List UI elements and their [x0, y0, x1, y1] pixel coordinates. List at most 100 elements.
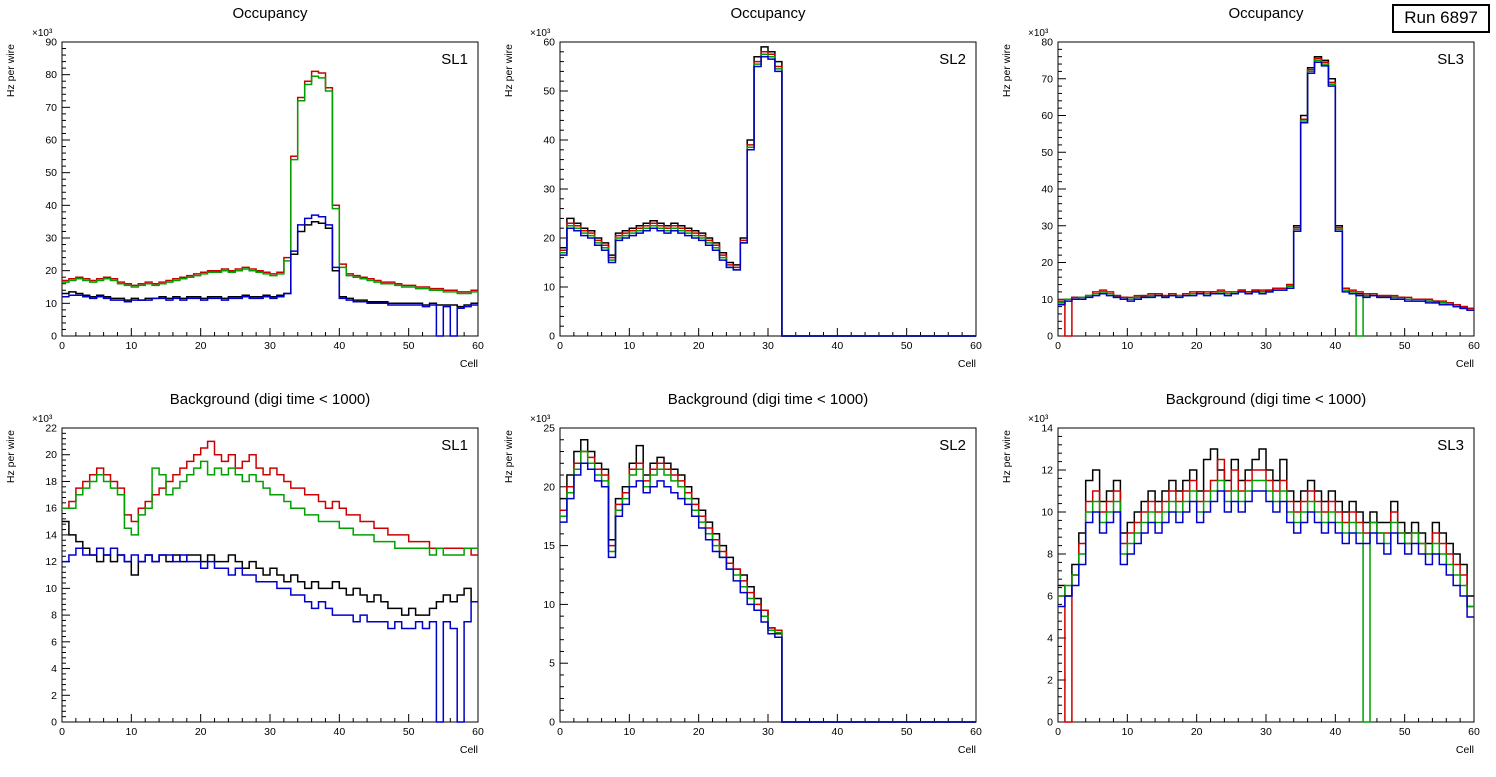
histogram-line-black: [62, 220, 478, 308]
y-tick-label: 40: [45, 200, 57, 212]
histogram-line-green: [62, 460, 478, 556]
y-tick-label: 40: [543, 135, 555, 147]
x-tick-label: 60: [1468, 340, 1480, 352]
y-tick-label: 60: [45, 135, 57, 147]
y-tick-label: 90: [45, 37, 57, 49]
x-tick-label: 40: [1329, 726, 1341, 738]
chart-title: Background (digi time < 1000): [668, 391, 869, 408]
x-tick-label: 50: [1399, 340, 1411, 352]
y-tick-label: 18: [45, 476, 57, 488]
x-tick-label: 60: [472, 340, 484, 352]
x-tick-label: 50: [901, 726, 913, 738]
histogram-line-black: [1058, 448, 1474, 597]
superlayer-label: SL3: [1437, 51, 1464, 68]
x-tick-label: 0: [1055, 726, 1061, 738]
x-tick-label: 10: [623, 340, 635, 352]
y-tick-label: 20: [543, 233, 555, 245]
x-tick-label: 10: [125, 340, 137, 352]
histogram-line-red: [62, 70, 478, 293]
y-axis-multiplier: ×10³: [530, 28, 551, 39]
y-tick-label: 50: [1041, 147, 1053, 159]
y-tick-label: 14: [45, 529, 57, 541]
y-tick-label: 2: [51, 690, 57, 702]
x-tick-label: 50: [403, 340, 415, 352]
pad-occupancy-sl3: 0 10 20 30 40 50 60 0 10 20 30 40 50 60 70 80 Occupancy ×…: [996, 0, 1494, 386]
y-tick-label: 80: [1041, 37, 1053, 49]
y-tick-label: 20: [45, 449, 57, 461]
y-tick-label: 10: [543, 599, 555, 611]
y-tick-label: 4: [51, 663, 57, 675]
chart-svg: 0 10 20 30 40 50 60 0 2 4 6 8 10 12 14 16 18 20 22 Backgrou…: [5, 391, 484, 756]
y-axis-title: Hz per wire: [1001, 44, 1013, 97]
x-tick-label: 30: [762, 726, 774, 738]
x-axis-title: Cell: [958, 744, 976, 756]
x-axis-title: Cell: [1456, 744, 1474, 756]
y-tick-label: 30: [543, 184, 555, 196]
y-tick-label: 25: [543, 423, 555, 435]
y-tick-label: 70: [1041, 73, 1053, 85]
series-group: [1058, 55, 1474, 337]
y-tick-label: 40: [1041, 184, 1053, 196]
x-axis-title: Cell: [1456, 358, 1474, 370]
series-group: [62, 440, 478, 723]
y-tick-label: 8: [51, 610, 57, 622]
pad-background-sl3: 0 10 20 30 40 50 60 0 2 4 6 8 10 12 14 Background (digi…: [996, 386, 1494, 772]
y-axis-multiplier: ×10³: [32, 28, 53, 39]
y-tick-label: 12: [1041, 465, 1053, 477]
y-tick-label: 80: [45, 69, 57, 81]
y-tick-label: 6: [51, 636, 57, 648]
x-tick-label: 20: [195, 340, 207, 352]
histogram-line-blue: [62, 547, 478, 723]
plot-frame: [559, 41, 977, 337]
chart-svg: 0 10 20 30 40 50 60 0 10 20 30 40 50 60 70 80 90 Occupanc…: [5, 5, 484, 370]
y-tick-label: 0: [1047, 717, 1053, 729]
x-tick-label: 20: [195, 726, 207, 738]
y-tick-label: 14: [1041, 423, 1053, 435]
x-tick-label: 30: [1260, 340, 1272, 352]
x-axis-title: Cell: [460, 358, 478, 370]
y-tick-label: 10: [45, 583, 57, 595]
pad-background-sl1: 0 10 20 30 40 50 60 0 2 4 6 8 10 12 14 16 18 20 22 Backgrou…: [0, 386, 498, 772]
y-tick-label: 10: [1041, 507, 1053, 519]
superlayer-label: SL2: [939, 437, 966, 454]
series-group: [1058, 448, 1474, 723]
x-tick-label: 10: [1121, 340, 1133, 352]
y-axis-title: Hz per wire: [503, 430, 515, 483]
y-tick-label: 0: [549, 331, 555, 343]
histogram-line-blue: [1058, 61, 1474, 312]
histogram-line-blue: [62, 214, 478, 337]
superlayer-label: SL2: [939, 51, 966, 68]
y-axis-title: Hz per wire: [5, 44, 17, 97]
x-tick-label: 60: [1468, 726, 1480, 738]
y-tick-label: 20: [543, 481, 555, 493]
series-group: [560, 439, 976, 723]
x-tick-label: 0: [557, 726, 563, 738]
y-axis-multiplier: ×10³: [32, 414, 53, 425]
histogram-line-blue: [560, 55, 976, 337]
x-tick-label: 10: [125, 726, 137, 738]
x-tick-label: 10: [623, 726, 635, 738]
x-tick-label: 50: [1399, 726, 1411, 738]
chart-svg: 0 10 20 30 40 50 60 0 10 20 30 40 50 60 Occupancy ×10³ H…: [503, 5, 982, 370]
pad-occupancy-sl2: 0 10 20 30 40 50 60 0 10 20 30 40 50 60 Occupancy ×10³ H…: [498, 0, 996, 386]
y-axis-multiplier: ×10³: [1028, 414, 1049, 425]
x-tick-label: 50: [403, 726, 415, 738]
y-tick-label: 10: [45, 298, 57, 310]
y-tick-label: 20: [45, 265, 57, 277]
x-tick-label: 20: [693, 340, 705, 352]
x-tick-label: 30: [264, 340, 276, 352]
y-tick-label: 70: [45, 102, 57, 114]
y-tick-label: 5: [549, 658, 555, 670]
histogram-line-green: [62, 75, 478, 295]
y-tick-label: 12: [45, 556, 57, 568]
y-tick-label: 60: [543, 37, 555, 49]
x-tick-label: 0: [59, 340, 65, 352]
y-tick-label: 30: [45, 233, 57, 245]
y-tick-label: 22: [45, 423, 57, 435]
chart-svg: 0 10 20 30 40 50 60 0 2 4 6 8 10 12 14 Background (digi…: [1001, 391, 1480, 756]
x-axis-title: Cell: [460, 744, 478, 756]
x-tick-label: 30: [762, 340, 774, 352]
y-tick-label: 60: [1041, 110, 1053, 122]
y-axis-multiplier: ×10³: [530, 414, 551, 425]
